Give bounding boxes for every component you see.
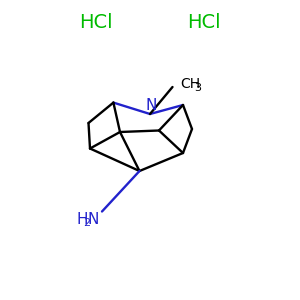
Text: HCl: HCl: [79, 13, 113, 32]
Text: HCl: HCl: [187, 13, 221, 32]
Text: 2: 2: [83, 218, 90, 228]
Text: H: H: [76, 212, 88, 226]
Text: CH: CH: [180, 77, 200, 91]
Text: N: N: [146, 98, 157, 113]
Text: N: N: [88, 212, 99, 226]
Text: 3: 3: [194, 83, 201, 93]
